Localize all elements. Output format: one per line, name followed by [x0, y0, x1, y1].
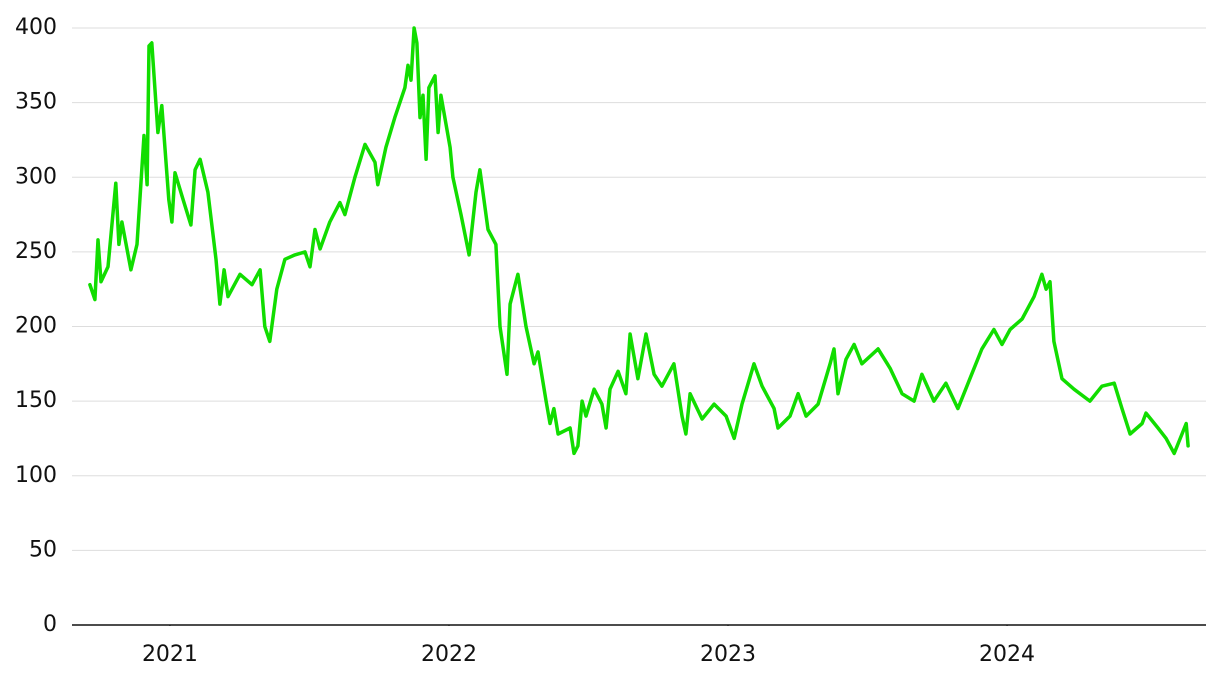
- x-tick-label: 2023: [700, 642, 756, 667]
- y-tick-label: 250: [15, 239, 57, 264]
- y-tick-label: 200: [15, 314, 57, 339]
- y-tick-label: 100: [15, 463, 57, 488]
- y-tick-label: 300: [15, 164, 57, 189]
- x-tick-label: 2021: [142, 642, 198, 667]
- y-tick-label: 0: [43, 612, 57, 637]
- y-tick-label: 400: [15, 15, 57, 40]
- y-tick-label: 50: [29, 537, 57, 562]
- y-tick-label: 150: [15, 388, 57, 413]
- line-series: [88, 26, 1190, 456]
- y-tick-label: 350: [15, 90, 57, 115]
- x-tick-label: 2024: [979, 642, 1035, 667]
- x-tick-label: 2022: [421, 642, 477, 667]
